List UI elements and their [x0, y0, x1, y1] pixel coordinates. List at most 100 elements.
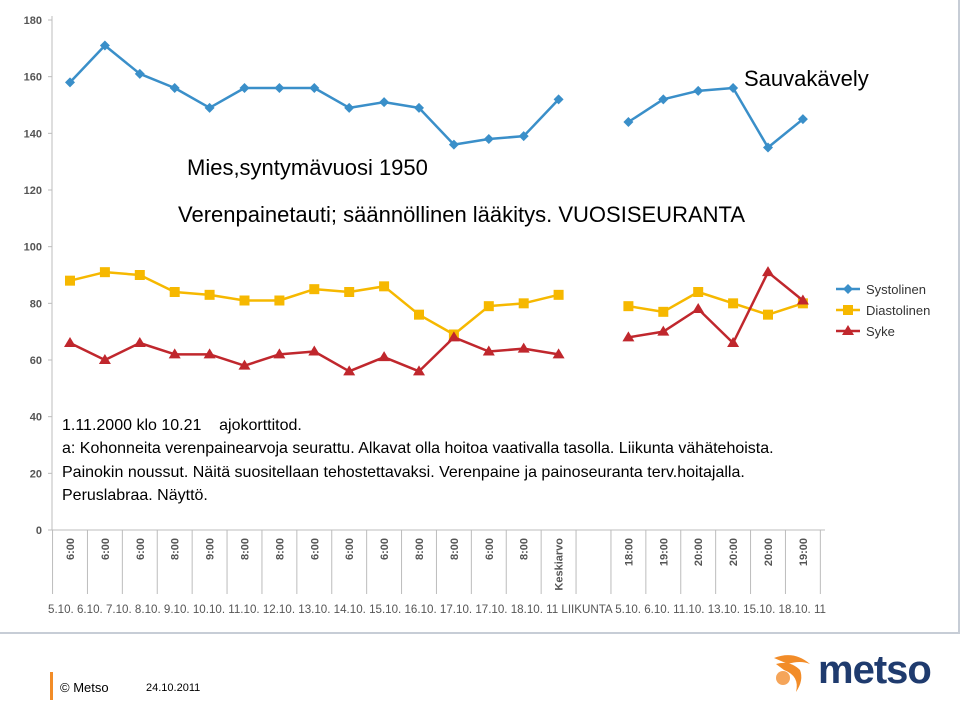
condition-title: Verenpainetauti; säännöllinen lääkitys. … — [178, 202, 745, 227]
data-point-diastolinen — [99, 267, 110, 278]
note-line-1: 1.11.2000 klo 10.21 ajokorttitod. — [62, 417, 302, 434]
x-time-label: 6:00 — [484, 538, 496, 560]
data-point-syke — [273, 348, 286, 359]
data-point-systolinen — [65, 77, 75, 88]
data-point-syke — [482, 345, 495, 356]
x-time-label: 6:00 — [344, 538, 356, 560]
y-tick-label: 180 — [24, 15, 42, 27]
data-point-systolinen — [728, 83, 739, 93]
data-point-systolinen — [239, 83, 250, 93]
x-time-label: 6:00 — [135, 538, 147, 560]
data-point-systolinen — [344, 102, 355, 113]
data-point-systolinen — [414, 102, 424, 113]
data-point-syke — [378, 351, 391, 362]
data-point-diastolinen — [309, 284, 320, 295]
data-point-diastolinen — [658, 306, 669, 317]
x-time-label: 18:00 — [623, 538, 635, 566]
y-tick-label: 100 — [24, 242, 42, 254]
legend-label: Syke — [866, 324, 895, 339]
series-systolinen — [65, 40, 808, 153]
x-time-label: 6:00 — [65, 538, 77, 560]
y-tick-label: 40 — [30, 412, 42, 424]
data-point-diastolinen — [65, 275, 75, 286]
data-point-syke — [727, 337, 740, 347]
data-point-diastolinen — [134, 270, 145, 280]
data-point-diastolinen — [274, 295, 285, 306]
data-point-syke — [657, 325, 670, 336]
data-point-systolinen — [309, 83, 320, 93]
data-point-syke — [413, 365, 425, 376]
metso-logo-mark-icon — [774, 655, 810, 692]
data-point-systolinen — [379, 97, 390, 108]
y-tick-label: 0 — [36, 525, 42, 537]
data-point-systolinen — [553, 94, 564, 105]
x-time-label: 8:00 — [274, 538, 286, 560]
data-point-diastolinen — [728, 298, 739, 309]
data-point-syke — [517, 342, 530, 353]
x-time-label: 20:00 — [763, 538, 775, 566]
legend-marker — [843, 284, 853, 294]
x-time-label: 8:00 — [170, 538, 182, 560]
x-time-label: 8:00 — [519, 538, 531, 560]
data-point-syke — [238, 359, 251, 370]
data-point-diastolinen — [623, 301, 634, 312]
x-time-label: 20:00 — [693, 538, 705, 566]
footer-copyright: © Metso — [60, 680, 109, 695]
footer-date: 24.10.2011 — [146, 682, 201, 694]
y-tick-label: 60 — [30, 355, 42, 367]
metso-logo-text: metso — [818, 648, 932, 692]
plot-area — [51, 16, 825, 531]
x-time-label: Keskiarvo — [554, 538, 566, 591]
data-point-syke — [203, 348, 216, 359]
data-point-diastolinen — [414, 309, 424, 320]
footer-divider — [50, 672, 53, 700]
note-line-2: a: Kohonneita verenpainearvoja seurattu.… — [62, 440, 774, 457]
y-tick-label: 20 — [30, 468, 42, 480]
note-line-4: Peruslabraa. Näyttö. — [62, 487, 208, 504]
data-point-syke — [343, 365, 356, 376]
data-point-syke — [762, 266, 774, 277]
legend-marker — [843, 305, 853, 315]
data-point-syke — [133, 337, 146, 347]
legend-label: Systolinen — [866, 282, 926, 297]
axis-ticks: 0 20 40 60 80 100 120 140 160 180 6:00 6:00 6:00 8:00… — [24, 15, 826, 616]
data-point-diastolinen — [344, 287, 355, 297]
data-point-syke — [552, 348, 565, 359]
data-point-diastolinen — [379, 281, 390, 292]
data-point-syke — [308, 345, 321, 356]
y-tick-label: 120 — [24, 185, 42, 197]
x-time-label: 19:00 — [658, 538, 670, 566]
data-point-syke — [64, 337, 76, 347]
x-time-label: 6:00 — [100, 538, 112, 560]
x-time-label: 6:00 — [379, 538, 391, 560]
x-time-label: 20:00 — [728, 538, 740, 566]
legend-label: Diastolinen — [866, 303, 930, 318]
data-point-systolinen — [274, 83, 285, 93]
line-chart: 0 20 40 60 80 100 120 140 160 180 6:00 6:00 6:00 8:00… — [24, 15, 931, 616]
data-point-systolinen — [623, 117, 634, 127]
data-point-systolinen — [658, 94, 669, 105]
y-tick-label: 160 — [24, 72, 42, 84]
series-layer — [64, 40, 809, 376]
metso-logo: metso — [770, 648, 945, 696]
series-line-systolinen — [627, 86, 804, 149]
y-tick-label: 80 — [30, 298, 42, 310]
data-point-syke — [796, 294, 809, 305]
x-time-label: 9:00 — [205, 538, 217, 560]
data-point-syke — [692, 303, 705, 313]
data-point-systolinen — [797, 114, 808, 125]
data-point-diastolinen — [553, 289, 564, 300]
data-point-syke — [98, 354, 111, 364]
note-line-3: Painokin noussut. Näitä suositellaan teh… — [62, 464, 745, 481]
series-line-diastolinen — [628, 290, 804, 316]
data-point-systolinen — [483, 134, 494, 144]
person-title: Mies,syntymävuosi 1950 — [187, 155, 428, 180]
series-line-syke — [628, 270, 804, 345]
data-point-diastolinen — [693, 287, 704, 297]
data-point-systolinen — [169, 83, 180, 93]
legend-item-diastolinen: Diastolinen — [836, 303, 930, 318]
series-syke — [64, 266, 809, 376]
data-point-diastolinen — [204, 289, 215, 300]
data-point-diastolinen — [239, 295, 250, 306]
data-point-diastolinen — [483, 301, 494, 312]
